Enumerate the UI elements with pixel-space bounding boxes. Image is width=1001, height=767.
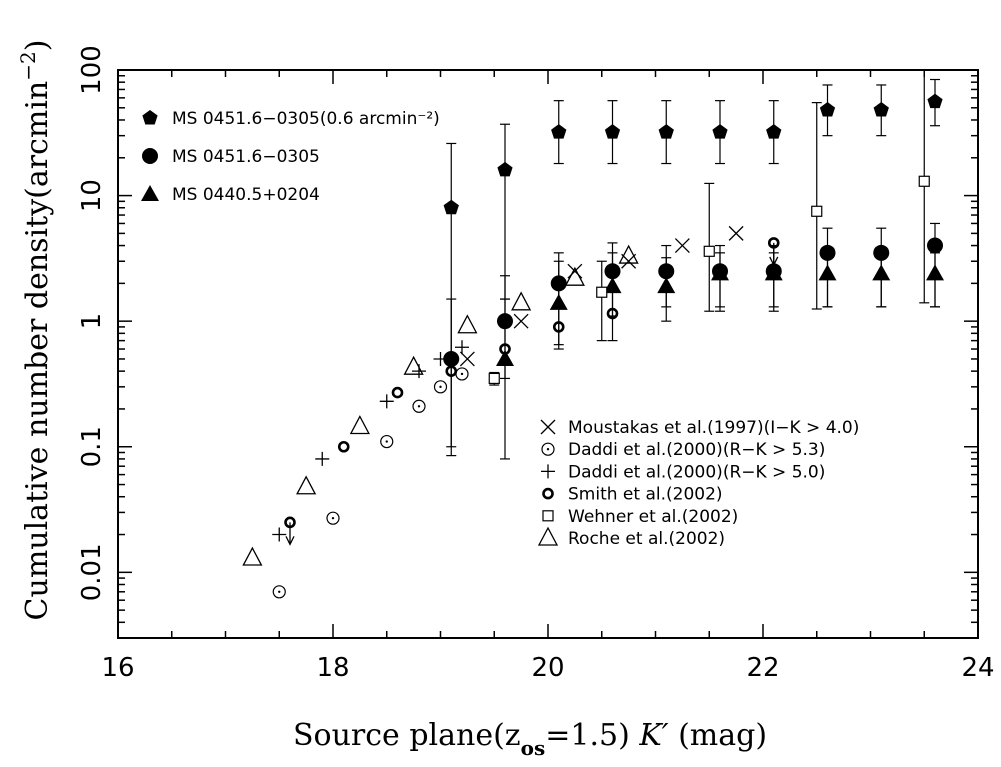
data-point-triangle-open (457, 314, 478, 334)
data-point-circle-filled (873, 244, 890, 261)
data-point-plus (379, 394, 394, 409)
data-point-plus (272, 527, 287, 542)
data-point-circle-filled (819, 244, 836, 261)
data-point-x (459, 351, 475, 367)
data-point-plus (455, 340, 469, 355)
legend-label: Smith et al.(2002) (568, 485, 723, 505)
data-point-circle-bold (337, 440, 350, 453)
data-point-pentagon (604, 124, 621, 139)
x-axis-title: Source plane(zos=1.5) K′ (mag) (293, 718, 767, 760)
data-points (242, 93, 944, 599)
x-tick-label: 18 (316, 653, 349, 683)
axis-ticks: 16 18 20 22 24 0.01 0.1 1 10 100 (77, 45, 995, 683)
data-point-triangle-filled (926, 264, 944, 281)
y-tick-label: 10 (77, 179, 107, 212)
data-point-circle-filled (497, 313, 513, 330)
y-axis-title: Cumulative number density(arcmin−2) (16, 40, 55, 621)
data-point-pentagon (766, 124, 782, 139)
data-point-circle-bold (499, 343, 511, 355)
data-point-triangle-filled (872, 264, 891, 281)
data-point-dotcircle (412, 399, 426, 413)
x-tick-label: 24 (961, 653, 994, 683)
data-point-triangle-filled (496, 349, 514, 366)
data-point-triangle-filled (603, 277, 622, 294)
y-tick-label: 0.01 (77, 543, 107, 601)
data-point-x (674, 238, 690, 254)
data-point-triangle-filled (818, 264, 837, 281)
data-point-dotcircle (272, 585, 286, 599)
data-point-x (513, 313, 529, 329)
legend-marker-plus (541, 464, 555, 479)
legend-label: MS 0451.6−0305(0.6 arcmin⁻²) (172, 109, 440, 129)
data-point-dotcircle (433, 380, 448, 394)
data-point-pentagon (658, 124, 674, 139)
data-point-circle-bold (284, 516, 296, 529)
y-tick-label: 1 (77, 313, 107, 330)
data-point-triangle-filled (549, 293, 568, 310)
legend-label: Moustakas et al.(1997)(I−K > 4.0) (568, 418, 859, 438)
data-point-circle-filled (927, 237, 943, 254)
data-point-circle-bold (391, 386, 404, 399)
legend-label: Roche et al.(2002) (568, 529, 725, 549)
legend-label: Wehner et al.(2002) (568, 507, 738, 527)
legend: MS 0451.6−0305(0.6 arcmin⁻²) MS 0451.6−03… (141, 109, 859, 549)
data-point-circle-filled (658, 263, 675, 280)
data-point-square (918, 175, 930, 187)
data-point-square (703, 245, 715, 257)
legend-label: MS 0451.6−0305 (172, 147, 320, 167)
data-point-pentagon (927, 93, 943, 109)
data-point-pentagon (819, 102, 836, 117)
data-point-x (621, 253, 637, 269)
data-point-circle-filled (604, 263, 621, 280)
data-point-triangle-filled (711, 264, 729, 281)
data-point-circle-bold (552, 321, 565, 333)
data-point-triangle-open (564, 266, 585, 286)
data-point-triangle-open (618, 244, 639, 264)
y-tick-label: 0.1 (77, 426, 107, 467)
data-point-circle-filled (443, 350, 460, 367)
x-tick-label: 20 (531, 653, 564, 683)
legend-marker-pentagon (142, 110, 158, 125)
data-point-circle-bold (445, 365, 458, 377)
data-point-pentagon (551, 124, 567, 139)
legend-marker-circle-bold (542, 487, 554, 500)
data-point-dotcircle (455, 367, 469, 381)
data-point-triangle-open (511, 291, 532, 311)
data-point-triangle-open (349, 415, 370, 435)
data-point-triangle-filled (657, 277, 676, 294)
legend-label: Daddi et al.(2000)(R−K > 5.3) (568, 440, 825, 460)
data-point-triangle-open (296, 475, 317, 495)
data-point-plus (433, 351, 448, 366)
data-point-square (488, 372, 500, 385)
data-point-dotcircle (380, 434, 394, 449)
data-point-dotcircle (326, 511, 340, 525)
data-point-square (596, 286, 608, 298)
data-point-plus (315, 451, 330, 466)
legend-marker-dotcircle (541, 442, 555, 456)
data-point-pentagon (873, 102, 889, 117)
legend-marker-square (542, 510, 554, 522)
legend-marker-circle-filled (142, 148, 158, 164)
data-point-circle-bold (767, 237, 780, 249)
legend-label: Daddi et al.(2000)(R−K > 5.0) (568, 462, 825, 482)
legend-marker-triangle-open (537, 526, 559, 546)
data-point-pentagon (712, 124, 728, 139)
x-tick-label: 16 (101, 653, 134, 683)
data-point-triangle-filled (764, 264, 783, 281)
data-point-square (811, 205, 823, 217)
data-point-circle-filled (550, 275, 567, 292)
data-point-pentagon (443, 199, 459, 215)
y-tick-label: 100 (77, 45, 107, 95)
legend-label: MS 0440.5+0204 (172, 185, 320, 205)
legend-marker-x (540, 419, 556, 435)
data-point-triangle-open (242, 546, 263, 566)
data-point-x (728, 225, 744, 241)
data-point-pentagon (497, 161, 513, 177)
data-point-triangle-open (403, 355, 424, 375)
x-tick-label: 22 (746, 653, 779, 683)
data-point-circle-bold (606, 307, 619, 320)
legend-marker-triangle-filled (141, 185, 159, 201)
